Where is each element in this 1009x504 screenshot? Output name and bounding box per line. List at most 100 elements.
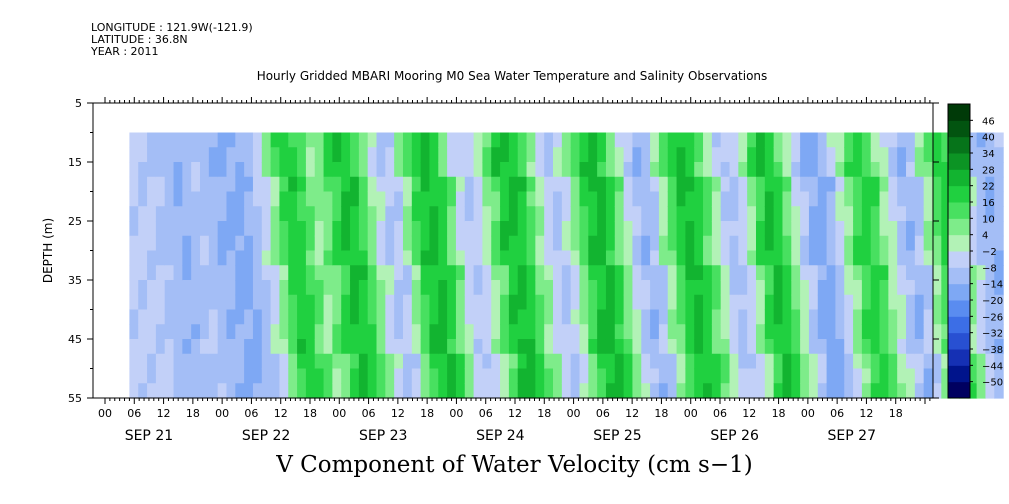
heatmap-cell (632, 309, 642, 325)
heatmap-cell (138, 353, 148, 370)
colorbar-swatch (948, 136, 970, 154)
heatmap-cell (332, 339, 342, 355)
heatmap-cell (429, 339, 439, 355)
heatmap-cell (385, 339, 395, 355)
heatmap-cell (782, 235, 792, 252)
heatmap-cell (288, 191, 298, 207)
heatmap-cell (332, 294, 342, 311)
heatmap-cell (747, 309, 757, 325)
heatmap-cell (332, 368, 342, 384)
heatmap-cell (967, 206, 978, 222)
heatmap-cell (650, 368, 660, 384)
heatmap-cell (544, 147, 554, 163)
heatmap-cell (482, 353, 492, 370)
heatmap-cell (526, 294, 536, 311)
heatmap-cell (500, 235, 510, 252)
heatmap-cell (897, 324, 907, 340)
heatmap-cell (694, 309, 704, 325)
heatmap-cell (147, 132, 157, 148)
heatmap-cell (350, 339, 360, 355)
heatmap-cell (597, 147, 607, 163)
heatmap-cell (526, 265, 536, 281)
heatmap-cell (914, 324, 925, 340)
heatmap-cell (914, 162, 925, 178)
heatmap-cell (252, 265, 263, 281)
heatmap-cell (252, 191, 263, 207)
x-hour-label: 00 (567, 407, 581, 420)
heatmap-cell (297, 324, 307, 340)
heatmap-cell (826, 162, 837, 178)
heatmap-cell (906, 132, 916, 148)
heatmap-cell (314, 353, 325, 370)
heatmap-cell (244, 294, 254, 311)
heatmap-cell (976, 235, 987, 252)
heatmap-cell (800, 132, 810, 148)
heatmap-cell (623, 147, 634, 163)
x-hour-label: 18 (186, 407, 200, 420)
heatmap-cell (764, 250, 775, 266)
heatmap-cell (826, 265, 837, 281)
heatmap-cell (376, 221, 386, 237)
heatmap-cell (835, 147, 845, 163)
heatmap-cell (270, 265, 281, 281)
heatmap-cell (914, 339, 925, 355)
heatmap-cell (535, 162, 545, 178)
heatmap-cell (138, 162, 148, 178)
x-hour-label: 06 (713, 407, 727, 420)
x-day-label: SEP 21 (125, 428, 173, 444)
heatmap-cell (314, 368, 325, 384)
heatmap-cell (906, 162, 916, 178)
heatmap-cell (967, 309, 978, 325)
heatmap-cell (888, 339, 898, 355)
heatmap-cell (535, 280, 545, 296)
heatmap-cell (367, 162, 378, 178)
heatmap-cell (800, 353, 810, 370)
heatmap-cell (844, 132, 854, 148)
heatmap-cell (623, 162, 634, 178)
heatmap-cell (279, 176, 289, 193)
heatmap-cell (138, 221, 148, 237)
heatmap-cell (420, 221, 431, 237)
heatmap-cell (447, 162, 457, 178)
heatmap-cell (844, 250, 854, 266)
heatmap-cell (473, 339, 484, 355)
heatmap-cell (773, 132, 784, 148)
heatmap-cell (517, 250, 528, 266)
heatmap-cell (394, 221, 404, 237)
heatmap-cell (173, 250, 183, 266)
heatmap-cell (561, 250, 572, 266)
heatmap-cell (129, 353, 139, 370)
heatmap-cell (455, 383, 466, 399)
heatmap-cell (358, 235, 369, 252)
heatmap-cell (914, 280, 925, 296)
heatmap-cell (155, 339, 166, 355)
heatmap-cell (561, 147, 572, 163)
heatmap-cell (897, 294, 907, 311)
heatmap-cell (420, 280, 431, 296)
x-hour-label: 18 (772, 407, 786, 420)
heatmap-cell (420, 324, 431, 340)
colorbar-swatch (948, 234, 970, 252)
heatmap-cell (226, 250, 236, 266)
heatmap-cell (782, 147, 792, 163)
heatmap-cell (526, 368, 536, 384)
heatmap-cell (906, 235, 916, 252)
heatmap-cell (155, 191, 166, 207)
heatmap-cell (526, 353, 536, 370)
heatmap-cell (782, 339, 792, 355)
heatmap-cell (579, 383, 589, 399)
heatmap-cell (482, 132, 492, 148)
heatmap-cell (861, 339, 872, 355)
heatmap-cell (350, 368, 360, 384)
heatmap-cell (817, 309, 828, 325)
heatmap-cell (376, 147, 386, 163)
heatmap-cell (261, 162, 272, 178)
heatmap-cell (729, 250, 739, 266)
heatmap-cell (376, 353, 386, 370)
heatmap-cell (147, 235, 157, 252)
heatmap-cell (447, 353, 457, 370)
y-tick-label: 15 (68, 156, 82, 169)
heatmap-cell (791, 250, 801, 266)
heatmap-cell (129, 280, 139, 296)
heatmap-cell (994, 235, 1004, 252)
